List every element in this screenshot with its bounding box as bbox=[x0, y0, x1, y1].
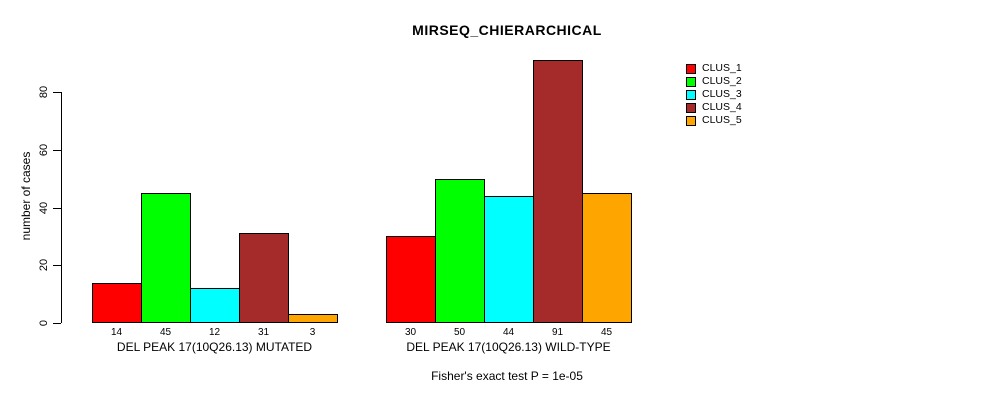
bar-value-label: 3 bbox=[309, 327, 316, 338]
bar-clus_5 bbox=[582, 193, 632, 323]
bar-value-label: 30 bbox=[404, 327, 417, 338]
bar-value-label: 45 bbox=[600, 327, 613, 338]
y-axis-line bbox=[61, 92, 62, 323]
legend-label: CLUS_5 bbox=[702, 114, 742, 126]
legend-label: CLUS_4 bbox=[702, 101, 742, 113]
legend-swatch bbox=[686, 115, 696, 126]
bar-value-label: 91 bbox=[551, 327, 564, 338]
group-label: DEL PEAK 17(10Q26.13) MUTATED bbox=[116, 340, 313, 354]
y-tick-label: 80 bbox=[38, 85, 50, 99]
legend-label: CLUS_3 bbox=[702, 88, 742, 100]
y-tick-mark bbox=[53, 208, 61, 209]
legend-label: CLUS_2 bbox=[702, 75, 742, 87]
legend-swatch bbox=[686, 89, 696, 100]
chart-title: MIRSEQ_CHIERARCHICAL bbox=[412, 22, 602, 38]
legend: CLUS_1 CLUS_2 CLUS_3 CLUS_4 CLUS_5 bbox=[686, 62, 742, 127]
bar-clus_5 bbox=[288, 314, 338, 323]
bar-clus_1 bbox=[92, 283, 142, 323]
bar-value-label: 31 bbox=[257, 327, 270, 338]
legend-label: CLUS_1 bbox=[702, 62, 742, 74]
y-tick-label: 0 bbox=[38, 319, 50, 327]
y-axis-label: number of cases bbox=[19, 151, 33, 241]
y-tick-label: 20 bbox=[38, 258, 50, 272]
y-tick-mark bbox=[53, 92, 61, 93]
legend-item-clus_4: CLUS_4 bbox=[686, 101, 742, 114]
y-tick-mark bbox=[53, 265, 61, 266]
legend-swatch bbox=[686, 102, 696, 113]
bar-clus_3 bbox=[190, 288, 240, 323]
group-label: DEL PEAK 17(10Q26.13) WILD-TYPE bbox=[406, 340, 611, 354]
y-tick-label: 60 bbox=[38, 143, 50, 157]
bar-clus_4 bbox=[533, 60, 583, 323]
bar-value-label: 50 bbox=[453, 327, 466, 338]
legend-swatch bbox=[686, 63, 696, 74]
caption: Fisher's exact test P = 1e-05 bbox=[431, 369, 583, 383]
bar-value-label: 12 bbox=[208, 327, 221, 338]
legend-item-clus_5: CLUS_5 bbox=[686, 114, 742, 127]
y-tick-mark bbox=[53, 323, 61, 324]
legend-item-clus_1: CLUS_1 bbox=[686, 62, 742, 75]
bar-clus_4 bbox=[239, 233, 289, 323]
legend-item-clus_2: CLUS_2 bbox=[686, 75, 742, 88]
bar-clus_2 bbox=[141, 193, 191, 323]
bar-value-label: 14 bbox=[110, 327, 123, 338]
bar-value-label: 45 bbox=[159, 327, 172, 338]
legend-item-clus_3: CLUS_3 bbox=[686, 88, 742, 101]
y-tick-label: 40 bbox=[38, 201, 50, 215]
bar-clus_3 bbox=[484, 196, 534, 323]
y-tick-mark bbox=[53, 150, 61, 151]
legend-swatch bbox=[686, 76, 696, 87]
bar-clus_1 bbox=[386, 236, 436, 323]
bar-clus_2 bbox=[435, 179, 485, 323]
bar-value-label: 44 bbox=[502, 327, 515, 338]
